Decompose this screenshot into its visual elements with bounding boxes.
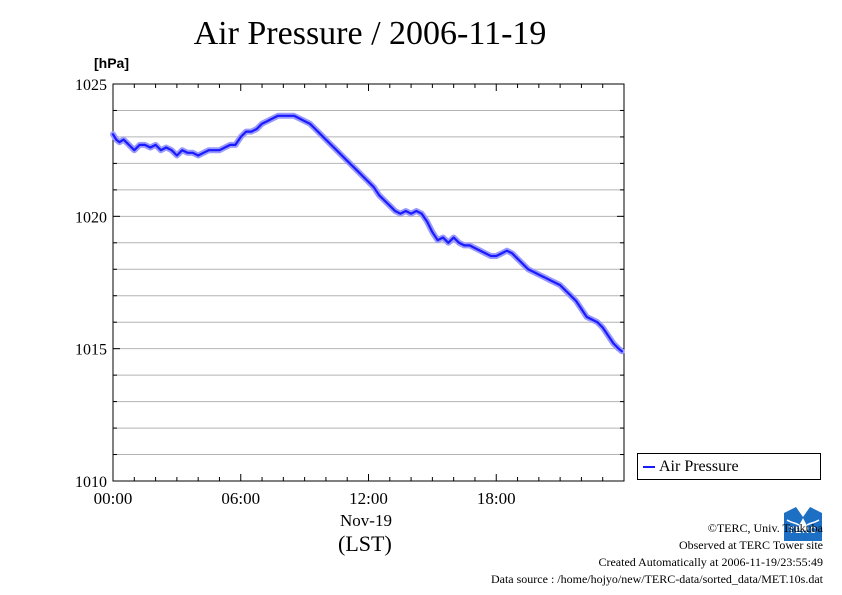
- x-axis-date-label: Nov-19: [340, 511, 392, 530]
- terc-logo-text: TERC: [788, 525, 818, 535]
- grid-lines: [113, 109, 624, 456]
- y-tick-label: 1010: [75, 474, 107, 491]
- axis-ticks: [112, 83, 625, 482]
- y-tick-labels: 1010 1015 1020 1025: [75, 77, 107, 491]
- legend-swatch: [643, 466, 655, 468]
- series-line: [111, 114, 624, 353]
- copyright-text: ©TERC, Univ. Tsukuba: [707, 521, 823, 535]
- y-axis-unit: [hPa]: [94, 55, 129, 71]
- x-tick-label: 00:00: [94, 489, 133, 508]
- x-tick-label: 06:00: [221, 489, 260, 508]
- y-tick-label: 1025: [75, 77, 107, 94]
- observed-text: Observed at TERC Tower site: [678, 538, 823, 552]
- data-source-text: Data source : /home/hojyo/new/TERC-data/…: [490, 572, 823, 586]
- y-tick-label: 1015: [75, 342, 107, 359]
- legend-entry-air-pressure: Air Pressure: [659, 458, 739, 475]
- terc-logo: [784, 503, 822, 541]
- x-tick-label: 12:00: [349, 489, 388, 508]
- chart-legend: Air Pressure: [637, 453, 821, 480]
- plot-frame: [112, 83, 625, 482]
- x-tick-label: 18:00: [477, 489, 516, 508]
- created-text: Created Automatically at 2006-11-19/23:5…: [598, 555, 823, 569]
- series-air-pressure: [110, 112, 625, 355]
- series-halo: [110, 112, 625, 355]
- chart-title: Air Pressure / 2006-11-19: [193, 15, 547, 52]
- x-axis-timezone-label: (LST): [338, 531, 392, 556]
- y-tick-label: 1020: [75, 209, 107, 226]
- x-tick-labels: 00:00 06:00 12:00 18:00: [94, 489, 516, 508]
- credits-block: ©TERC, Univ. Tsukuba Observed at TERC To…: [491, 520, 823, 588]
